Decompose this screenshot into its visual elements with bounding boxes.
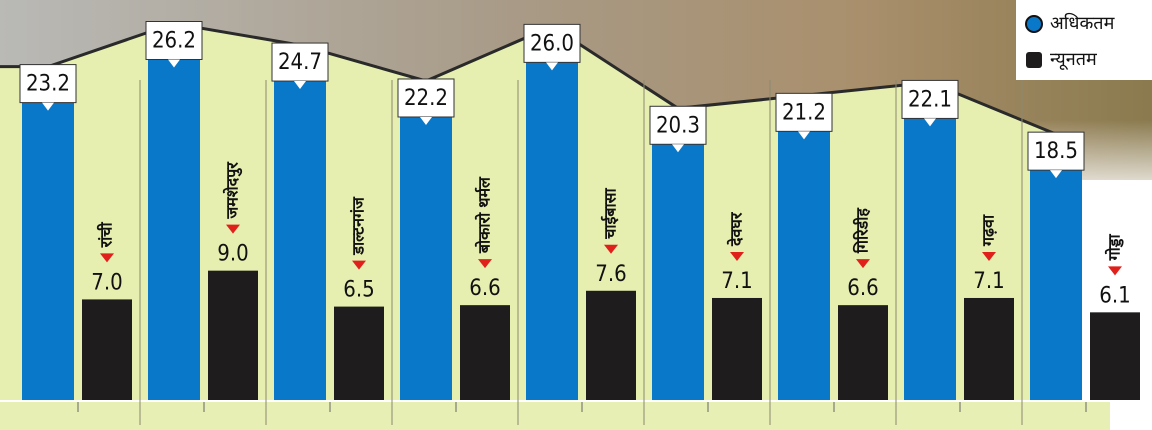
value-label: 7.1	[973, 269, 1004, 294]
city-name: गोड्डा	[1105, 234, 1125, 262]
bar-min	[460, 305, 510, 400]
bar-max	[904, 82, 956, 400]
city-name: रांची	[97, 222, 116, 249]
chart: 23.2 7.0 रांची 26.2 9.0 जमशेदपुर 24.7 6.5 डाल्टन…	[0, 0, 1152, 430]
legend-swatch	[1026, 16, 1042, 32]
city-name: चाईबासा	[601, 188, 620, 240]
city-name: डाल्टनगंज	[349, 196, 368, 256]
city-name: बोकारो थर्मल	[475, 176, 494, 254]
value-label: 18.5	[1034, 139, 1078, 164]
base-strip	[0, 402, 1110, 430]
value-label: 7.1	[721, 269, 752, 294]
legend-swatch	[1026, 52, 1042, 68]
value-label: 26.2	[152, 28, 196, 53]
bar-min	[334, 307, 384, 400]
bar-max	[148, 23, 200, 400]
bar-max	[526, 26, 578, 400]
value-label: 23.2	[26, 72, 70, 97]
bar-min	[964, 298, 1014, 400]
value-label: 9.0	[217, 242, 248, 267]
bar-min	[208, 271, 258, 400]
city-name: देवघर	[727, 211, 746, 247]
bar-max	[400, 81, 452, 400]
legend-label: अधिकतम	[1050, 12, 1116, 34]
value-label: 7.6	[595, 262, 626, 287]
city-name: जमशेदपुर	[223, 161, 243, 220]
value-label: 6.6	[469, 276, 500, 301]
bar-min	[712, 298, 762, 400]
value-label: 6.6	[847, 276, 878, 301]
value-label: 6.5	[343, 278, 374, 303]
city-name: गिरिडीह	[853, 207, 872, 255]
value-label: 22.2	[404, 86, 448, 111]
bar-min	[1090, 312, 1140, 400]
value-label: 22.1	[908, 87, 952, 112]
bar-min	[586, 291, 636, 400]
bar-max	[274, 45, 326, 400]
bar-max	[22, 67, 74, 400]
value-label: 20.3	[656, 113, 700, 138]
value-label: 6.1	[1099, 283, 1130, 308]
bar-max	[778, 95, 830, 400]
value-label: 24.7	[278, 50, 322, 75]
page: 23.2 7.0 रांची 26.2 9.0 जमशेदपुर 24.7 6.5 डाल्टन…	[0, 0, 1152, 430]
city-name: गढ़वा	[979, 214, 998, 247]
legend-label: न्यूनतम	[1050, 49, 1098, 70]
value-label: 21.2	[782, 100, 826, 125]
value-label: 26.0	[530, 31, 574, 56]
value-label: 7.0	[91, 270, 122, 295]
legend: अधिकतम न्यूनतम	[1016, 0, 1152, 80]
bar-min	[838, 305, 888, 400]
bar-min	[82, 299, 132, 400]
